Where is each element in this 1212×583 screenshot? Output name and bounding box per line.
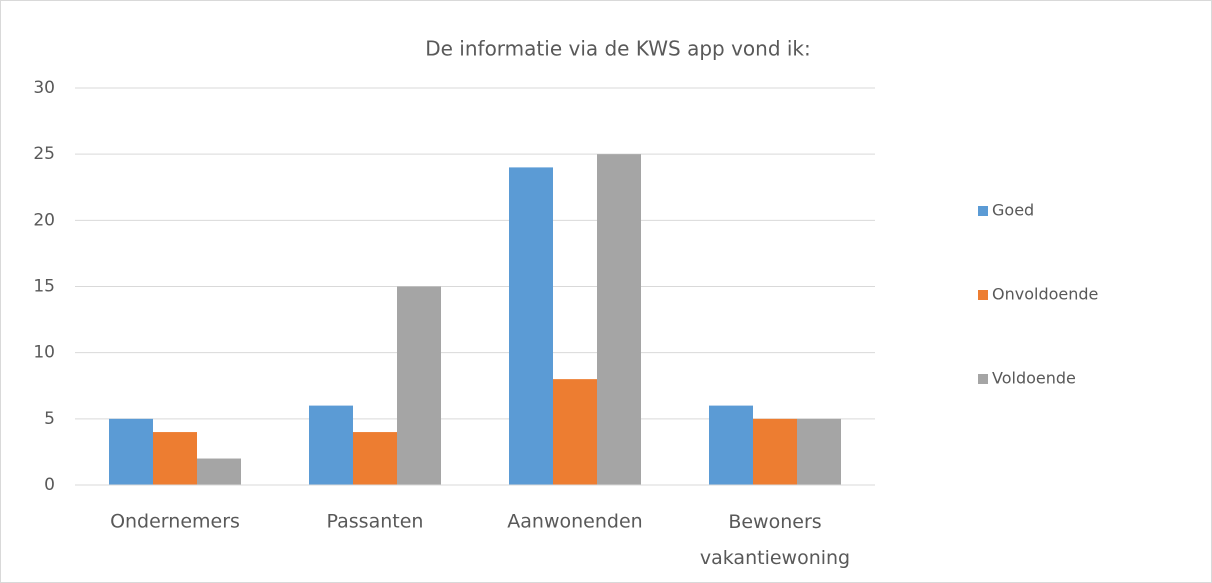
legend-label: Onvoldoende: [992, 285, 1098, 304]
y-tick-label: 30: [33, 78, 55, 98]
legend-swatch: [978, 206, 988, 216]
x-tick-label: Aanwonenden: [507, 511, 642, 533]
bar: [197, 458, 241, 485]
bar: [709, 405, 753, 485]
bar: [153, 432, 197, 485]
chart-title: De informatie via de KWS app vond ik:: [425, 37, 811, 61]
legend-label: Voldoende: [992, 369, 1076, 388]
bar: [309, 405, 353, 485]
y-tick-label: 0: [44, 475, 55, 495]
bar: [397, 286, 441, 485]
bar: [509, 167, 553, 485]
y-tick-label: 20: [33, 210, 55, 230]
x-tick-label: Bewoners vakantiewoning: [700, 511, 850, 569]
y-tick-label: 25: [33, 144, 55, 164]
y-tick-label: 5: [44, 409, 55, 429]
bar: [797, 418, 841, 485]
x-tick-label: Passanten: [327, 511, 424, 533]
legend-swatch: [978, 290, 988, 300]
x-tick-label: Ondernemers: [110, 511, 240, 533]
legend-swatch: [978, 374, 988, 384]
bar: [353, 432, 397, 485]
bar: [597, 154, 641, 485]
y-tick-label: 10: [33, 343, 55, 363]
bar: [109, 418, 153, 485]
bar: [553, 379, 597, 485]
legend-label: Goed: [992, 201, 1034, 220]
y-tick-label: 15: [33, 277, 55, 297]
bar: [753, 418, 797, 485]
